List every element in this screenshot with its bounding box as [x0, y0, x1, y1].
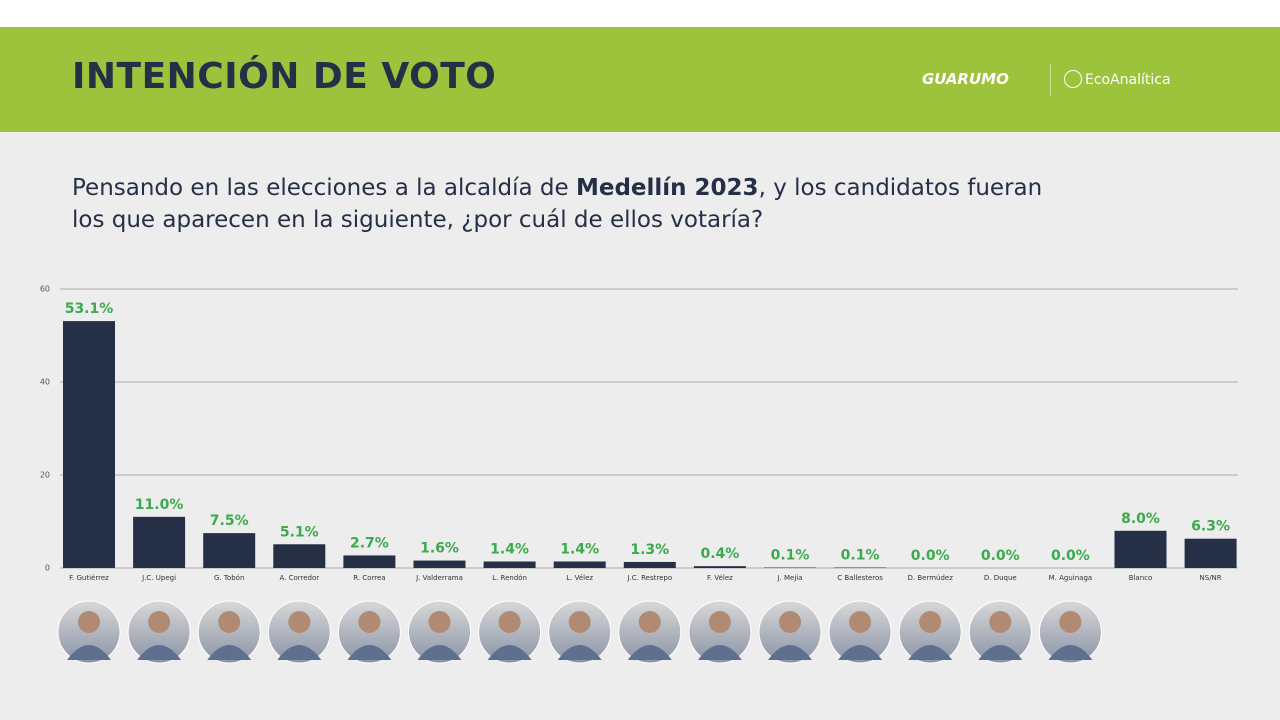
question-text: Pensando en las elecciones a la alcaldía…: [72, 175, 576, 201]
x-tick-label: NS/NR: [1200, 574, 1222, 582]
photo-head: [428, 611, 451, 633]
x-tick-label: D. Bermúdez: [908, 574, 954, 582]
value-label: 0.0%: [981, 548, 1020, 564]
x-tick-label: J.C. Upegi: [141, 574, 176, 582]
bar: [273, 544, 326, 568]
photo-body: [627, 645, 672, 660]
bar: [483, 561, 536, 568]
x-tick-label: J. Valderrama: [415, 574, 463, 582]
bar: [133, 516, 186, 568]
photo-body: [487, 645, 532, 660]
value-label: 8.0%: [1121, 511, 1160, 527]
photo-head: [288, 611, 311, 633]
x-tick-label: R. Correa: [353, 574, 385, 582]
photo-head: [358, 611, 381, 633]
value-label: 11.0%: [135, 497, 184, 513]
photo-body: [1048, 645, 1093, 660]
photo-body: [417, 645, 462, 660]
value-label: 2.7%: [350, 535, 389, 551]
value-label: 0.1%: [841, 548, 880, 564]
value-label: 0.0%: [1051, 548, 1090, 564]
logo: EcoAnalítica: [1064, 70, 1171, 88]
photo-body: [347, 645, 392, 660]
value-label: 1.4%: [490, 541, 529, 557]
photo-head: [779, 611, 801, 633]
photo-body: [908, 645, 953, 660]
x-tick-label: L. Rendón: [492, 574, 527, 582]
bar: [343, 555, 396, 568]
question-text: , y los candidatos fueran: [758, 175, 1043, 201]
x-tick-label: F. Vélez: [707, 574, 733, 582]
value-label: 0.4%: [700, 546, 739, 562]
photo-head: [568, 611, 591, 633]
photo-body: [67, 645, 111, 660]
photo-body: [277, 645, 322, 660]
question: Pensando en las elecciones a la alcaldía…: [72, 172, 1042, 236]
photo-head: [78, 611, 100, 633]
value-label: 1.4%: [560, 541, 599, 557]
x-tick-label: G. Tobón: [214, 574, 244, 582]
y-tick-label: 0: [45, 564, 50, 573]
bar: [1114, 530, 1167, 568]
photo-body: [697, 645, 742, 660]
photo-body: [768, 645, 812, 660]
x-tick-label: J.C. Restrepo: [626, 574, 672, 582]
value-label: 1.6%: [420, 541, 459, 557]
photo-body: [137, 645, 182, 660]
x-tick-label: J. Mejía: [776, 574, 802, 582]
photo-body: [838, 645, 883, 660]
bar: [203, 533, 256, 568]
logo-separator: [1050, 64, 1051, 96]
logo: GUARUMO: [922, 70, 1009, 88]
value-label: 0.0%: [911, 548, 950, 564]
y-tick-label: 40: [40, 378, 50, 387]
photo-body: [207, 645, 252, 660]
x-tick-label: Blanco: [1129, 574, 1153, 582]
value-label: 53.1%: [65, 301, 114, 317]
top-strip: [0, 0, 1280, 27]
bar: [1184, 538, 1237, 568]
question-bold: Medellín 2023: [575, 175, 759, 201]
photo-head: [638, 611, 661, 633]
photo-head: [1059, 611, 1082, 633]
question-text: los que aparecen en la siguiente, ¿por c…: [72, 207, 764, 233]
value-label: 7.5%: [210, 513, 249, 529]
bar: [623, 561, 676, 568]
header-title: INTENCIÓN DE VOTO: [72, 56, 497, 97]
value-label: 0.1%: [771, 548, 810, 564]
x-tick-label: A. Corredor: [279, 574, 319, 582]
photo-body: [557, 645, 602, 660]
photo-head: [989, 611, 1012, 633]
value-label: 1.3%: [630, 542, 669, 558]
bar: [693, 566, 746, 568]
bar: [413, 560, 466, 568]
photo-head: [849, 611, 872, 633]
photo-body: [978, 645, 1023, 660]
photo-head: [148, 611, 171, 633]
x-tick-label: C Ballesteros: [837, 574, 883, 582]
x-tick-label: L. Vélez: [566, 574, 593, 582]
photo-head: [498, 611, 521, 633]
x-tick-label: D. Duque: [984, 574, 1017, 582]
value-label: 5.1%: [280, 524, 319, 540]
bar: [63, 321, 115, 568]
value-label: 6.3%: [1191, 519, 1230, 535]
y-tick-label: 60: [40, 285, 50, 294]
y-tick-label: 20: [40, 471, 50, 480]
x-tick-label: F. Gutiérrez: [69, 574, 109, 582]
photo-head: [919, 611, 942, 633]
photo-head: [708, 611, 731, 633]
x-tick-label: M. Aguinaga: [1049, 574, 1093, 582]
bar: [553, 561, 606, 568]
photo-head: [218, 611, 241, 633]
